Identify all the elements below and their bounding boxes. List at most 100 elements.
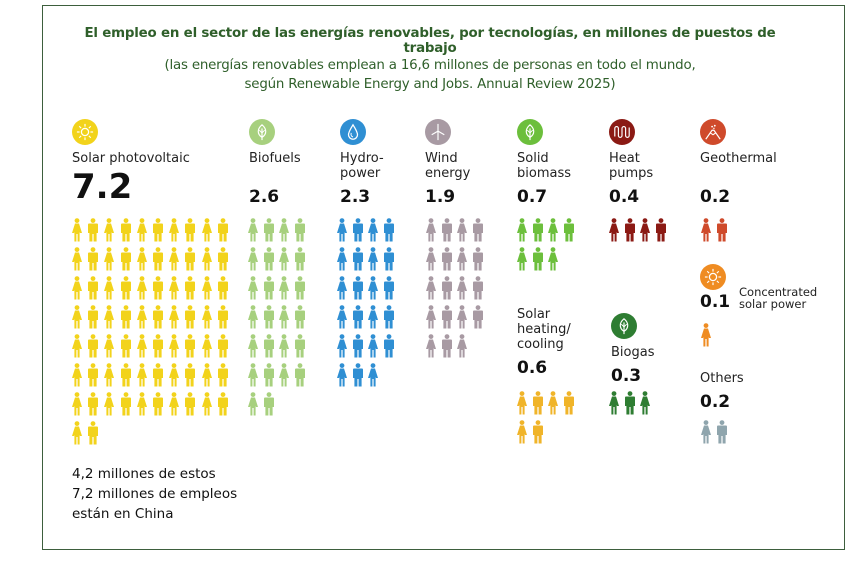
person-female-icon bbox=[548, 247, 559, 271]
category-value: 2.3 bbox=[340, 187, 371, 207]
person-female-icon bbox=[104, 363, 115, 387]
category-solar-photovoltaic: Solar photovoltaic 7.2 bbox=[72, 119, 190, 204]
person-male-icon bbox=[441, 334, 452, 358]
person-female-icon bbox=[517, 391, 527, 415]
person-male-icon bbox=[217, 363, 228, 387]
person-female-icon bbox=[169, 305, 180, 329]
person-female-icon bbox=[368, 363, 379, 387]
person-male-icon bbox=[441, 247, 452, 271]
person-female-icon bbox=[368, 247, 379, 271]
category-value: 0.6 bbox=[517, 358, 548, 378]
person-female-icon bbox=[457, 334, 468, 358]
person-female-icon bbox=[201, 218, 212, 242]
person-male-icon bbox=[88, 363, 99, 387]
person-male-icon bbox=[152, 305, 163, 329]
person-female-icon bbox=[72, 392, 82, 416]
person-male-icon bbox=[152, 392, 163, 416]
person-female-icon bbox=[169, 334, 180, 358]
person-male-icon bbox=[185, 363, 196, 387]
person-female-icon bbox=[337, 276, 347, 300]
person-male-icon bbox=[120, 305, 131, 329]
person-female-icon bbox=[517, 420, 527, 444]
person-female-icon bbox=[426, 334, 436, 358]
leaf-icon bbox=[517, 119, 543, 145]
sun-icon bbox=[700, 264, 726, 290]
category-others: Others 0.2 bbox=[700, 371, 744, 412]
person-male-icon bbox=[441, 218, 452, 242]
person-male-icon bbox=[88, 247, 99, 271]
person-female-icon bbox=[136, 247, 147, 271]
pictogram-biogas bbox=[609, 391, 671, 420]
person-female-icon bbox=[457, 218, 468, 242]
category-wind-energy: Wind energy 1.9 bbox=[425, 119, 470, 207]
person-male-icon bbox=[152, 247, 163, 271]
person-female-icon bbox=[201, 247, 212, 271]
water-drop-icon bbox=[340, 119, 366, 145]
person-female-icon bbox=[136, 334, 147, 358]
person-female-icon bbox=[201, 392, 212, 416]
person-female-icon bbox=[201, 334, 212, 358]
person-male-icon bbox=[383, 247, 394, 271]
person-male-icon bbox=[383, 305, 394, 329]
pictogram-concentrated-solar-power bbox=[701, 323, 763, 352]
person-male-icon bbox=[624, 391, 635, 415]
person-male-icon bbox=[263, 247, 274, 271]
person-female-icon bbox=[457, 305, 468, 329]
category-value: 0.2 bbox=[700, 187, 731, 207]
person-female-icon bbox=[457, 247, 468, 271]
person-male-icon bbox=[217, 334, 228, 358]
person-male-icon bbox=[352, 334, 363, 358]
person-male-icon bbox=[120, 276, 131, 300]
category-heat-pumps: Heat pumps 0.4 bbox=[609, 119, 653, 207]
person-male-icon bbox=[563, 391, 574, 415]
category-label: Others bbox=[700, 371, 744, 386]
person-female-icon bbox=[72, 363, 82, 387]
person-male-icon bbox=[185, 247, 196, 271]
person-female-icon bbox=[169, 218, 180, 242]
person-male-icon bbox=[152, 218, 163, 242]
category-value: 1.9 bbox=[425, 187, 456, 207]
person-male-icon bbox=[532, 218, 543, 242]
category-solar-heating-cooling: Solar heating/ cooling 0.6 bbox=[517, 307, 571, 378]
person-male-icon bbox=[88, 421, 99, 445]
person-female-icon bbox=[701, 218, 711, 242]
category-label: Biogas bbox=[611, 345, 655, 360]
person-female-icon bbox=[701, 323, 711, 347]
category-label: Geothermal bbox=[700, 151, 777, 166]
person-female-icon bbox=[337, 305, 347, 329]
category-label: Hydro- power bbox=[340, 151, 384, 181]
category-biogas: Biogas 0.3 bbox=[611, 313, 654, 386]
person-male-icon bbox=[217, 392, 228, 416]
person-male-icon bbox=[352, 305, 363, 329]
category-value: 0.2 bbox=[700, 392, 731, 412]
category-value: 0.7 bbox=[517, 187, 548, 207]
category-label: Solid biomass bbox=[517, 151, 571, 181]
person-female-icon bbox=[640, 218, 651, 242]
person-male-icon bbox=[152, 334, 163, 358]
person-female-icon bbox=[136, 363, 147, 387]
person-male-icon bbox=[532, 391, 543, 415]
pictogram-solid-biomass bbox=[517, 218, 579, 276]
person-male-icon bbox=[263, 218, 274, 242]
person-male-icon bbox=[294, 247, 305, 271]
category-label: Wind energy bbox=[425, 151, 471, 181]
person-male-icon bbox=[655, 218, 666, 242]
person-female-icon bbox=[609, 391, 619, 415]
category-label: Heat pumps bbox=[609, 151, 654, 181]
category-value: 0.1 bbox=[700, 292, 731, 312]
person-male-icon bbox=[120, 392, 131, 416]
leaf-icon bbox=[611, 313, 637, 339]
category-geothermal: Geothermal 0.2 bbox=[700, 119, 777, 207]
pictogram-biofuels bbox=[248, 218, 310, 421]
category-value: 7.2 bbox=[72, 167, 133, 207]
person-female-icon bbox=[426, 276, 436, 300]
person-female-icon bbox=[169, 392, 180, 416]
person-female-icon bbox=[104, 276, 115, 300]
person-female-icon bbox=[337, 247, 347, 271]
person-female-icon bbox=[72, 421, 82, 445]
person-male-icon bbox=[383, 276, 394, 300]
pictogram-geothermal bbox=[701, 218, 763, 247]
pictogram-wind-energy bbox=[426, 218, 488, 363]
leaf-icon bbox=[249, 119, 275, 145]
person-female-icon bbox=[279, 305, 290, 329]
